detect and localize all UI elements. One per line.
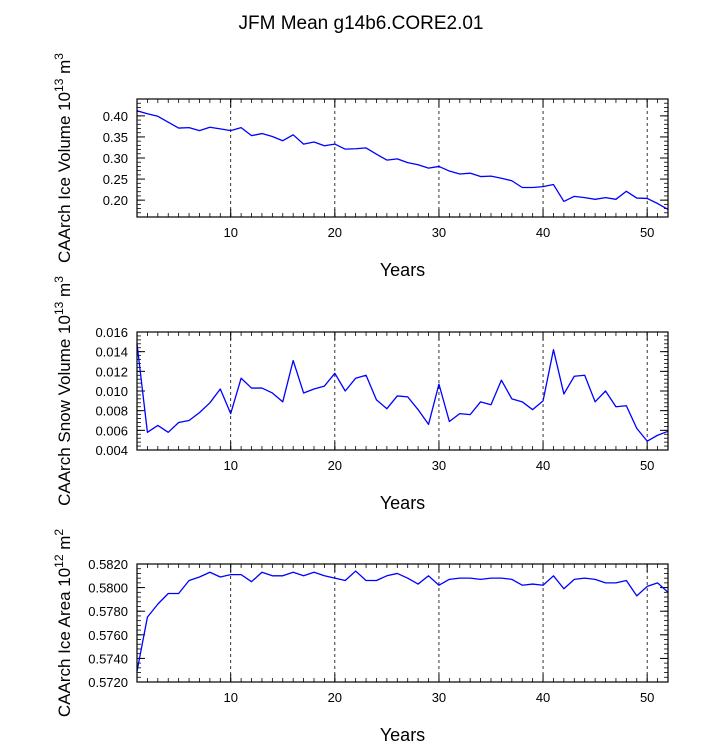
snow-volume-x-tick-label: 50 <box>640 458 654 473</box>
ice-area-series-line <box>136 570 669 672</box>
ice-volume-x-tick-label: 10 <box>223 225 237 240</box>
snow-volume-x-axis-label: Years <box>380 493 425 513</box>
ice-volume-x-tick-label: 20 <box>328 225 342 240</box>
snow-volume-y-tick-label: 0.014 <box>95 345 128 360</box>
ice-area-x-tick-label: 30 <box>432 690 446 705</box>
ice-area-plot-frame <box>136 563 669 683</box>
snow-volume-y-tick-label: 0.012 <box>95 364 128 379</box>
figure-title: JFM Mean g14b6.CORE2.01 <box>238 13 483 34</box>
ice-area-x-tick-label: 20 <box>328 690 342 705</box>
snow-volume-y-tick-label: 0.016 <box>95 325 128 340</box>
snow-volume-y-tick-label: 0.010 <box>95 384 128 399</box>
ice-volume-y-tick-label: 0.35 <box>103 130 128 145</box>
snow-volume-plot-frame <box>136 331 669 451</box>
ice-area-y-tick-label: 0.5760 <box>88 628 128 643</box>
ice-area-x-tick-label: 40 <box>536 690 550 705</box>
snow-volume-y-tick-label: 0.008 <box>95 404 128 419</box>
ice-volume-y-tick-label: 0.20 <box>103 193 128 208</box>
ice-area-y-tick-label: 0.5820 <box>88 557 128 572</box>
ice-volume-x-tick-label: 40 <box>536 225 550 240</box>
snow-volume-series-line <box>136 343 669 442</box>
ice-volume-y-tick-label: 0.40 <box>103 109 128 124</box>
snow-volume-x-tick-label: 20 <box>328 458 342 473</box>
ice-volume-x-tick-label: 50 <box>640 225 654 240</box>
ice-area-y-tick-label: 0.5780 <box>88 604 128 619</box>
snow-volume-x-tick-label: 30 <box>432 458 446 473</box>
ice-area-y-tick-label: 0.5740 <box>88 651 128 666</box>
ice-volume-y-axis-label: CAArch Ice Volume 1013 m3 <box>52 53 74 263</box>
ice-area-y-tick-label: 0.5800 <box>88 581 128 596</box>
snow-volume-y-axis-label: CAArch Snow Volume 1013 m3 <box>52 276 74 506</box>
ice-area-panel: 10 20 30 40 50 0.5720 0.5740 0.5760 0.5780 0.5800… <box>52 529 669 742</box>
ice-volume-panel: 10 20 30 40 50 0.20 0.25 0.30 0.35 0.40 Years CAArc… <box>52 53 669 280</box>
ice-area-x-axis-label: Years <box>380 725 425 742</box>
snow-volume-y-tick-label: 0.006 <box>95 423 128 438</box>
ice-volume-series-line <box>136 110 669 210</box>
ice-area-y-tick-label: 0.5720 <box>88 675 128 690</box>
panels: 10 20 30 40 50 0.20 0.25 0.30 0.35 0.40 Years CAArc… <box>52 53 669 742</box>
snow-volume-y-tick-label: 0.004 <box>95 443 128 458</box>
ice-volume-x-tick-label: 30 <box>432 225 446 240</box>
ice-area-x-tick-label: 10 <box>223 690 237 705</box>
snow-volume-x-tick-label: 40 <box>536 458 550 473</box>
snow-volume-x-tick-label: 10 <box>223 458 237 473</box>
ice-volume-plot-frame <box>136 98 669 218</box>
ice-area-y-axis-label: CAArch Ice Area 1012 m2 <box>52 529 74 718</box>
ice-volume-y-tick-label: 0.30 <box>103 151 128 166</box>
ice-volume-x-axis-label: Years <box>380 260 425 280</box>
ice-volume-y-tick-label: 0.25 <box>103 172 128 187</box>
snow-volume-panel: 10 20 30 40 50 0.004 0.006 0.008 0.010 0.012 0.014… <box>52 276 669 513</box>
ice-area-x-tick-label: 50 <box>640 690 654 705</box>
